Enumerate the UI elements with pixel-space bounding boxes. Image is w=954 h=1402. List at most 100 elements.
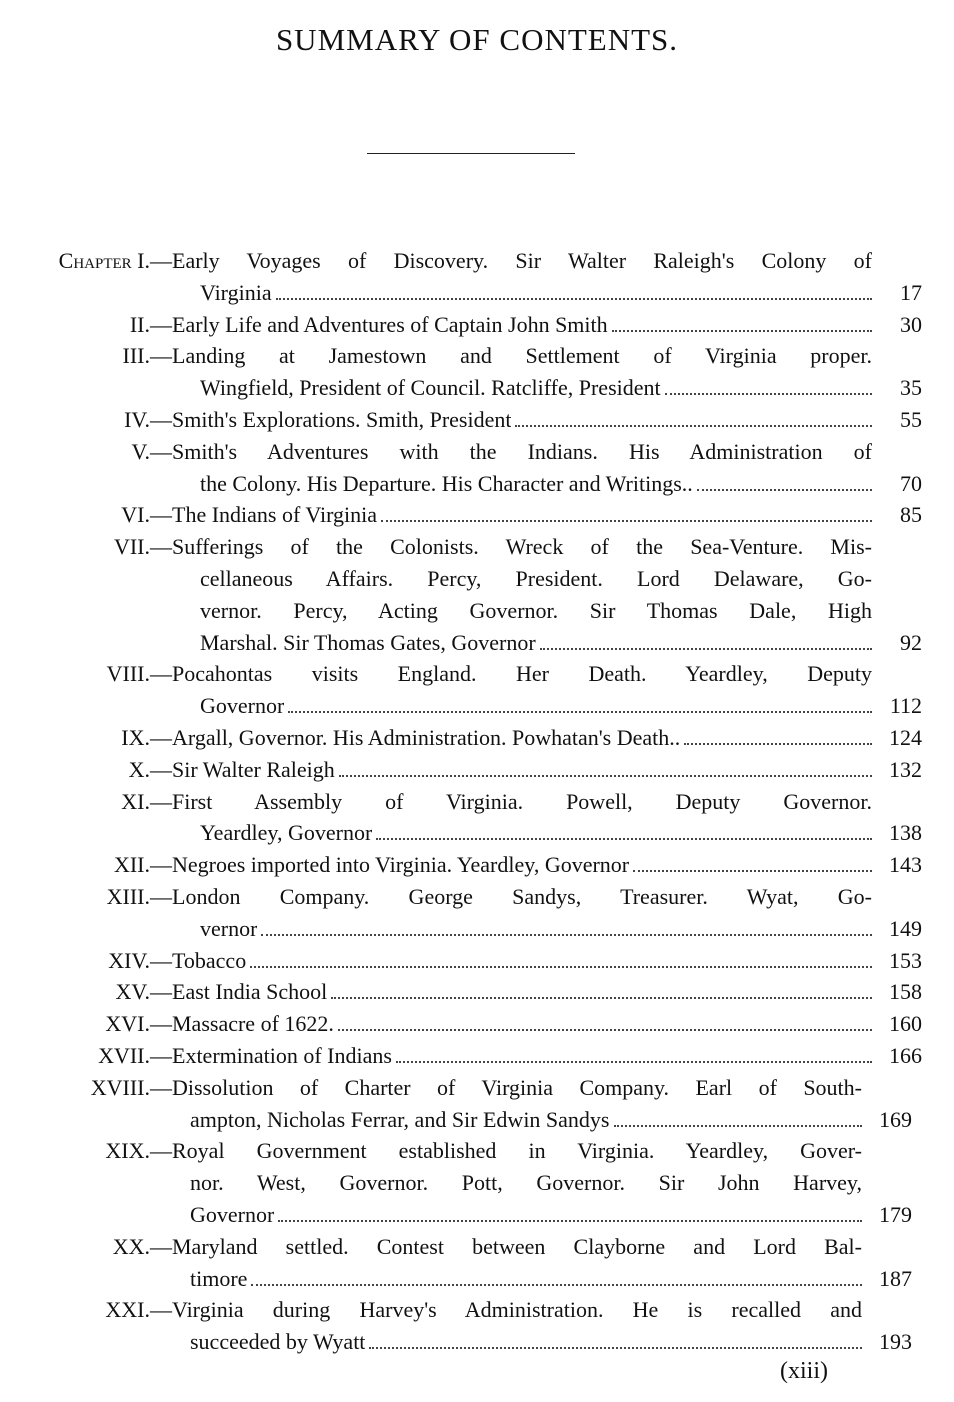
toc-entry-line: Governor 112 [22,693,922,723]
chapter-numeral: XV.— [22,979,172,1005]
entry-text: Virginia during Harvey's Administration.… [172,1297,862,1323]
toc-entry-line: XXI.— Virginia during Harvey's Administra… [22,1297,912,1327]
page-ref: 160 [889,1011,922,1037]
chapter-numeral: VII.— [22,534,172,560]
entry-text: Negroes imported into Virginia. Yeardley… [172,852,630,878]
chapter-numeral: XIX.— [22,1138,172,1164]
entry-text: The Indians of Virginia [172,502,377,528]
chapter-numeral: IX.— [22,725,172,751]
dot-leader [381,520,872,523]
entry-text: Extermination of Indians [172,1043,392,1068]
entry-text: vernor. Percy, Acting Governor. Sir Thom… [200,597,872,623]
page-ref: 138 [889,820,922,846]
entry-text: Sufferings of the Colonists. Wreck of th… [172,534,872,560]
entry-text: East India School [172,979,328,1005]
toc-entry-line: X.— Sir Walter Raleigh 132 [22,757,922,787]
numeral: V.— [131,438,172,464]
dot-leader [611,329,872,332]
chapter-numeral: XII.— [22,852,172,878]
chapter-numeral: X.— [22,757,172,783]
entry-text: Argall, Governor. His Administration. Po… [172,725,681,750]
dot-leader [331,997,872,1000]
chapter-numeral: XVII.— [22,1043,172,1069]
dot-leader [251,1283,862,1286]
page-ref: 158 [889,979,922,1005]
numeral: III.— [122,343,172,369]
toc-entry-line: ampton, Nicholas Ferrar, and Sir Edwin S… [22,1107,912,1137]
entry-text: cellaneous Affairs. Percy, President. Lo… [200,566,872,591]
toc-entry-line: III.— Landing at Jamestown and Settlement… [22,343,922,373]
numeral: IV.— [124,407,172,432]
toc-entry-line: vernor. Percy, Acting Governor. Sir Thom… [22,598,922,628]
entry-text: London Company. George Sandys, Treasurer… [172,884,872,909]
chapter-numeral: VI.— [22,502,172,528]
entry-text: Sir Walter Raleigh [172,756,335,782]
dot-leader [288,711,872,714]
numeral: X.— [128,756,172,782]
page-ref: 35 [900,375,922,401]
chapter-label: Chapter [58,248,132,273]
dot-leader [539,647,872,650]
dot-leader [613,1124,862,1127]
entry-text: nor. West, Governor. Pott, Governor. Sir… [190,1170,862,1196]
toc-entry-line: XVIII.— Dissolution of Charter of Virgini… [22,1075,912,1105]
dot-leader [369,1347,862,1350]
numeral: XXI.— [105,1297,172,1323]
numeral: XII.— [113,852,172,878]
entry-text: Governor [190,1202,275,1227]
dot-leader [633,870,872,873]
dot-leader [376,838,872,841]
page-ref: 124 [889,725,922,750]
numeral: XVII.— [98,1043,172,1068]
dot-leader [250,965,872,968]
page-ref: 179 [879,1202,912,1227]
entry-text: Wingfield, President of Council. Ratclif… [200,375,661,401]
entry-text: Landing at Jamestown and Settlement of V… [172,343,872,369]
page-ref: 166 [889,1043,922,1068]
toc-entry-line: Chapter I.— Early Voyages of Discovery. S… [22,248,922,278]
chapter-numeral: VIII.— [22,661,172,687]
entry-text: timore [190,1265,248,1291]
entry-text: Marshal. Sir Thomas Gates, Governor [200,629,536,655]
toc-entry-line: VIII.— Pocahontas visits England. Her Dea… [22,661,922,691]
numeral: XVIII.— [90,1074,172,1100]
entry-text: Maryland settled. Contest between Claybo… [172,1233,862,1259]
numeral: IX.— [121,725,172,750]
entry-text: Dissolution of Charter of Virginia Compa… [172,1074,862,1100]
dot-leader [395,1061,872,1063]
chapter-numeral: XX.— [22,1234,172,1260]
numeral: XI.— [121,788,172,814]
toc-entry-line: XIII.— London Company. George Sandys, Tre… [22,884,922,914]
toc-entry-line: XVII.— Extermination of Indians 166 [22,1043,922,1073]
numeral: XIV.— [108,947,172,973]
page-ref: 30 [900,311,922,337]
page-number: (xiii) [780,1358,828,1384]
dot-leader [275,297,872,300]
dot-leader [515,425,872,427]
toc-entry-line: Virginia 17 [22,280,922,310]
dot-leader [337,1029,872,1032]
entry-text: Smith's Adventures with the Indians. His… [172,438,872,464]
entry-text: Tobacco [172,947,247,973]
toc-entry-line: succeeded by Wyatt 193 [22,1329,912,1359]
numeral: VII.— [113,534,172,560]
page-title: SUMMARY OF CONTENTS. [275,22,679,57]
toc-entry-line: the Colony. His Departure. His Character… [22,471,922,501]
toc-entry-line: XX.— Maryland settled. Contest between Cl… [22,1234,912,1264]
toc-entry-line: IV.— Smith's Explorations. Smith, Preside… [22,407,922,437]
numeral: XV.— [115,979,172,1005]
toc-entry-line: VI.— The Indians of Virginia 85 [22,502,922,532]
entry-text: Massacre of 1622. [172,1011,334,1037]
toc-entry-line: vernor 149 [22,916,922,946]
numeral: XVI.— [105,1011,172,1037]
chapter-numeral: XI.— [22,789,172,815]
numeral: VIII.— [106,661,172,687]
toc-entry-line: nor. West, Governor. Pott, Governor. Sir… [22,1170,912,1200]
numeral: VI.— [121,502,172,528]
toc-entry-line: XIX.— Royal Government established in Vir… [22,1138,912,1168]
entry-text: the Colony. His Departure. His Character… [200,470,693,496]
toc-entry-line: XI.— First Assembly of Virginia. Powell, … [22,789,922,819]
page-ref: 149 [889,915,922,941]
entry-text: Virginia [200,279,272,305]
toc-entry-line: XV.— East India School 158 [22,979,922,1009]
